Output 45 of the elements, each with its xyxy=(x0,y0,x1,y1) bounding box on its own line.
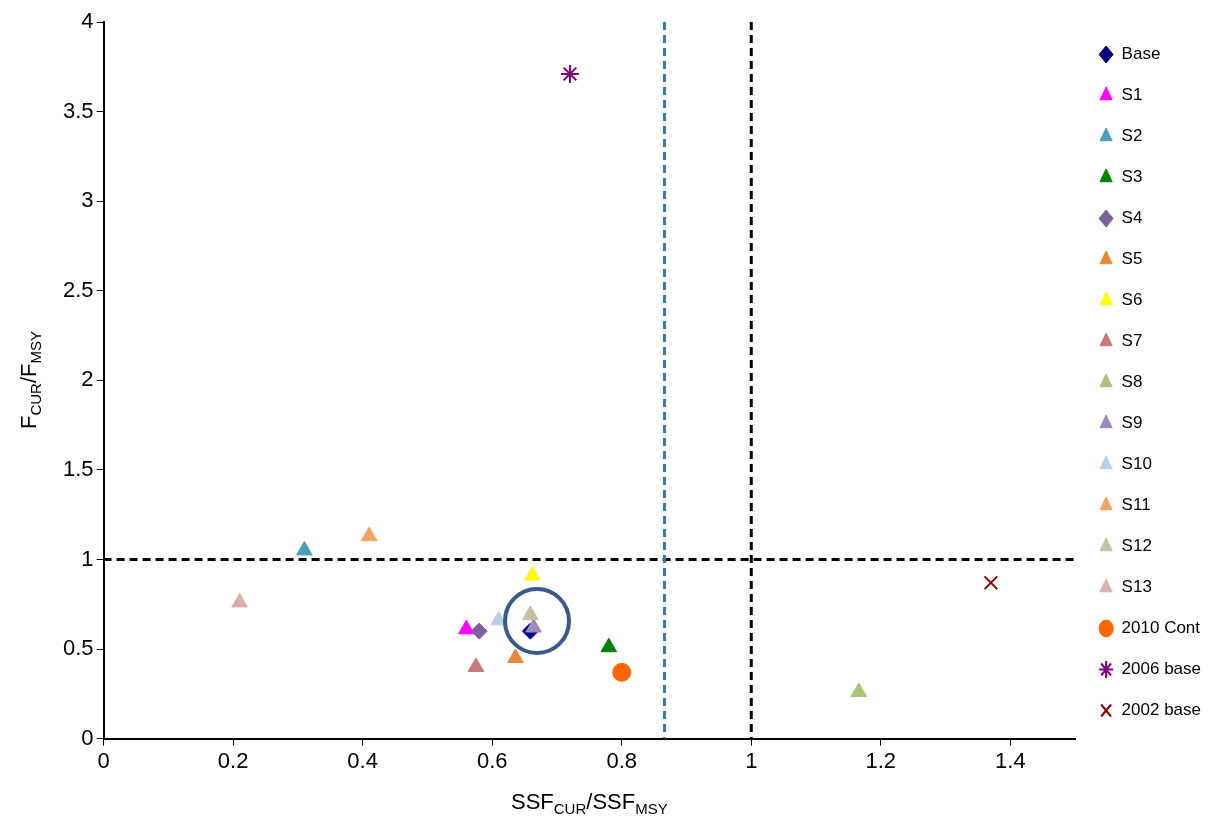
x-tick-label: 1.2 xyxy=(865,747,897,773)
legend-label: S8 xyxy=(1121,372,1143,392)
legend-label: S1 xyxy=(1121,85,1143,105)
y-tick-label: 4 xyxy=(81,8,94,34)
legend-label: S10 xyxy=(1121,454,1152,474)
legend-label: S12 xyxy=(1121,536,1152,556)
point xyxy=(467,657,485,672)
legend-label: S5 xyxy=(1121,249,1143,269)
x-axis-title: SSF$_{CUR}$/SSF$_{MSY}$ xyxy=(510,788,668,817)
x-tick-label: 0.2 xyxy=(217,747,249,773)
y-tick-label: 0.5 xyxy=(62,635,94,661)
point xyxy=(600,637,618,653)
legend-label: S2 xyxy=(1121,126,1143,146)
y-tick-label: 0 xyxy=(81,724,94,750)
legend-label: S11 xyxy=(1121,495,1151,515)
point xyxy=(850,682,868,698)
x-tick-label: 1.4 xyxy=(995,747,1026,773)
point xyxy=(507,648,524,663)
point xyxy=(360,526,378,542)
legend-label: S13 xyxy=(1121,577,1152,597)
y-tick-label: 2.5 xyxy=(62,276,94,302)
point xyxy=(457,619,475,635)
x-tick-label: 1 xyxy=(745,747,758,773)
legend-label: S9 xyxy=(1121,413,1143,433)
y-tick-label: 1.5 xyxy=(62,455,94,481)
x-tick-label: 0 xyxy=(97,747,110,773)
y-tick-label: 2 xyxy=(81,366,94,392)
y-tick-label: 3 xyxy=(81,187,94,213)
legend-label: 2002 base xyxy=(1121,700,1201,720)
legend-label: S7 xyxy=(1121,331,1143,351)
legend-label: 2006 base xyxy=(1121,659,1201,679)
legend-label: Base xyxy=(1121,44,1161,64)
x-tick-label: 0.6 xyxy=(476,747,508,773)
x-tick-label: 0.8 xyxy=(606,747,638,773)
legend-label: 2010 Cont xyxy=(1121,618,1201,638)
point xyxy=(231,592,248,608)
y-tick-label: 3.5 xyxy=(62,97,94,123)
x-tick-label: 0.4 xyxy=(347,747,378,773)
y-tick-label: 1 xyxy=(81,545,94,571)
legend-label: S3 xyxy=(1121,167,1143,187)
legend-label: S4 xyxy=(1121,208,1143,228)
legend-label: S6 xyxy=(1121,290,1143,310)
point xyxy=(296,540,313,556)
point xyxy=(559,63,580,84)
point xyxy=(524,566,541,581)
